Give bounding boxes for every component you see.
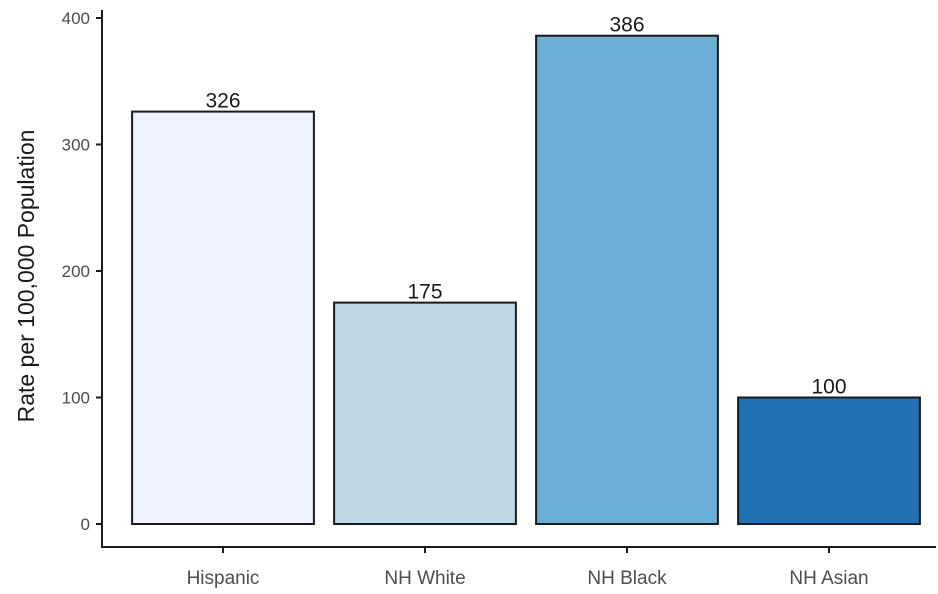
bar <box>535 34 719 526</box>
y-tick-label: 300 <box>62 136 90 155</box>
y-tick-label: 400 <box>62 9 90 28</box>
y-tick-label: 100 <box>62 389 90 408</box>
y-tick-label: 0 <box>81 515 90 534</box>
y-tick-label: 200 <box>62 262 90 281</box>
bar-data-label: 326 <box>205 90 240 113</box>
x-tick-label: NH White <box>384 568 465 589</box>
bar <box>333 301 517 525</box>
x-tick-label: NH Black <box>587 568 667 589</box>
x-tick-label: NH Asian <box>789 568 868 589</box>
bars-group <box>131 34 921 526</box>
y-axis-title: Rate per 100,000 Population <box>13 130 39 423</box>
x-axis-ticks: Hispanic NH White NH Black NH Asian <box>187 547 869 589</box>
bar-data-label: 175 <box>407 281 442 304</box>
x-tick-label: Hispanic <box>187 568 260 589</box>
y-axis-ticks: 0 100 200 300 400 <box>62 9 102 534</box>
data-labels-group: 326 175 386 100 <box>205 14 846 399</box>
bar-data-label: 386 <box>609 14 644 37</box>
bar <box>131 110 315 526</box>
bar <box>737 396 921 525</box>
bar-data-label: 100 <box>811 376 846 399</box>
